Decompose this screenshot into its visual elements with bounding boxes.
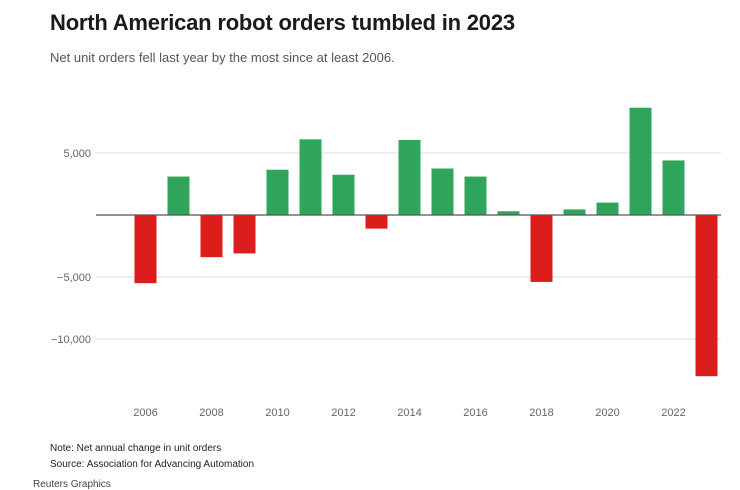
bar-2007 [167,176,190,215]
y-tick-label: −5,000 [57,272,91,284]
chart-credit: Reuters Graphics [33,479,111,490]
bar-2018 [530,215,553,282]
bar-2012 [332,174,355,215]
bar-2019 [563,209,586,215]
bar-2014 [398,139,421,215]
bar-2008 [200,215,223,258]
bar-2016 [464,176,487,215]
bar-2011 [299,139,322,215]
chart-subtitle: Net unit orders fell last year by the mo… [50,50,395,65]
bars [134,107,718,377]
y-tick-label: 5,000 [63,148,91,160]
bar-2010 [266,169,289,215]
y-tick-label: −10,000 [51,334,91,346]
bar-2015 [431,168,454,215]
x-tick-label: 2008 [199,407,223,419]
chart-note: Note: Net annual change in unit orders [50,443,222,454]
x-axis-ticks: 2006 2008 2010 2012 2014 2016 2018 2020 2022 [133,407,685,419]
x-tick-label: 2006 [133,407,157,419]
x-tick-label: 2018 [529,407,553,419]
x-tick-label: 2016 [463,407,487,419]
x-tick-label: 2014 [397,407,421,419]
x-tick-label: 2020 [595,407,619,419]
x-tick-label: 2022 [661,407,685,419]
bar-2017 [497,211,520,215]
bar-2022 [662,160,685,215]
y-axis-ticks: 5,000 −5,000 −10,000 [51,148,91,346]
chart-title: North American robot orders tumbled in 2… [50,10,515,35]
bar-2009 [233,215,256,254]
bar-2013 [365,215,388,229]
x-tick-label: 2012 [331,407,355,419]
x-tick-label: 2010 [265,407,289,419]
bar-2006 [134,215,157,284]
bar-2021 [629,107,652,215]
chart-source: Source: Association for Advancing Automa… [50,459,255,470]
bar-2020 [596,202,619,215]
bar-2023 [695,215,718,377]
